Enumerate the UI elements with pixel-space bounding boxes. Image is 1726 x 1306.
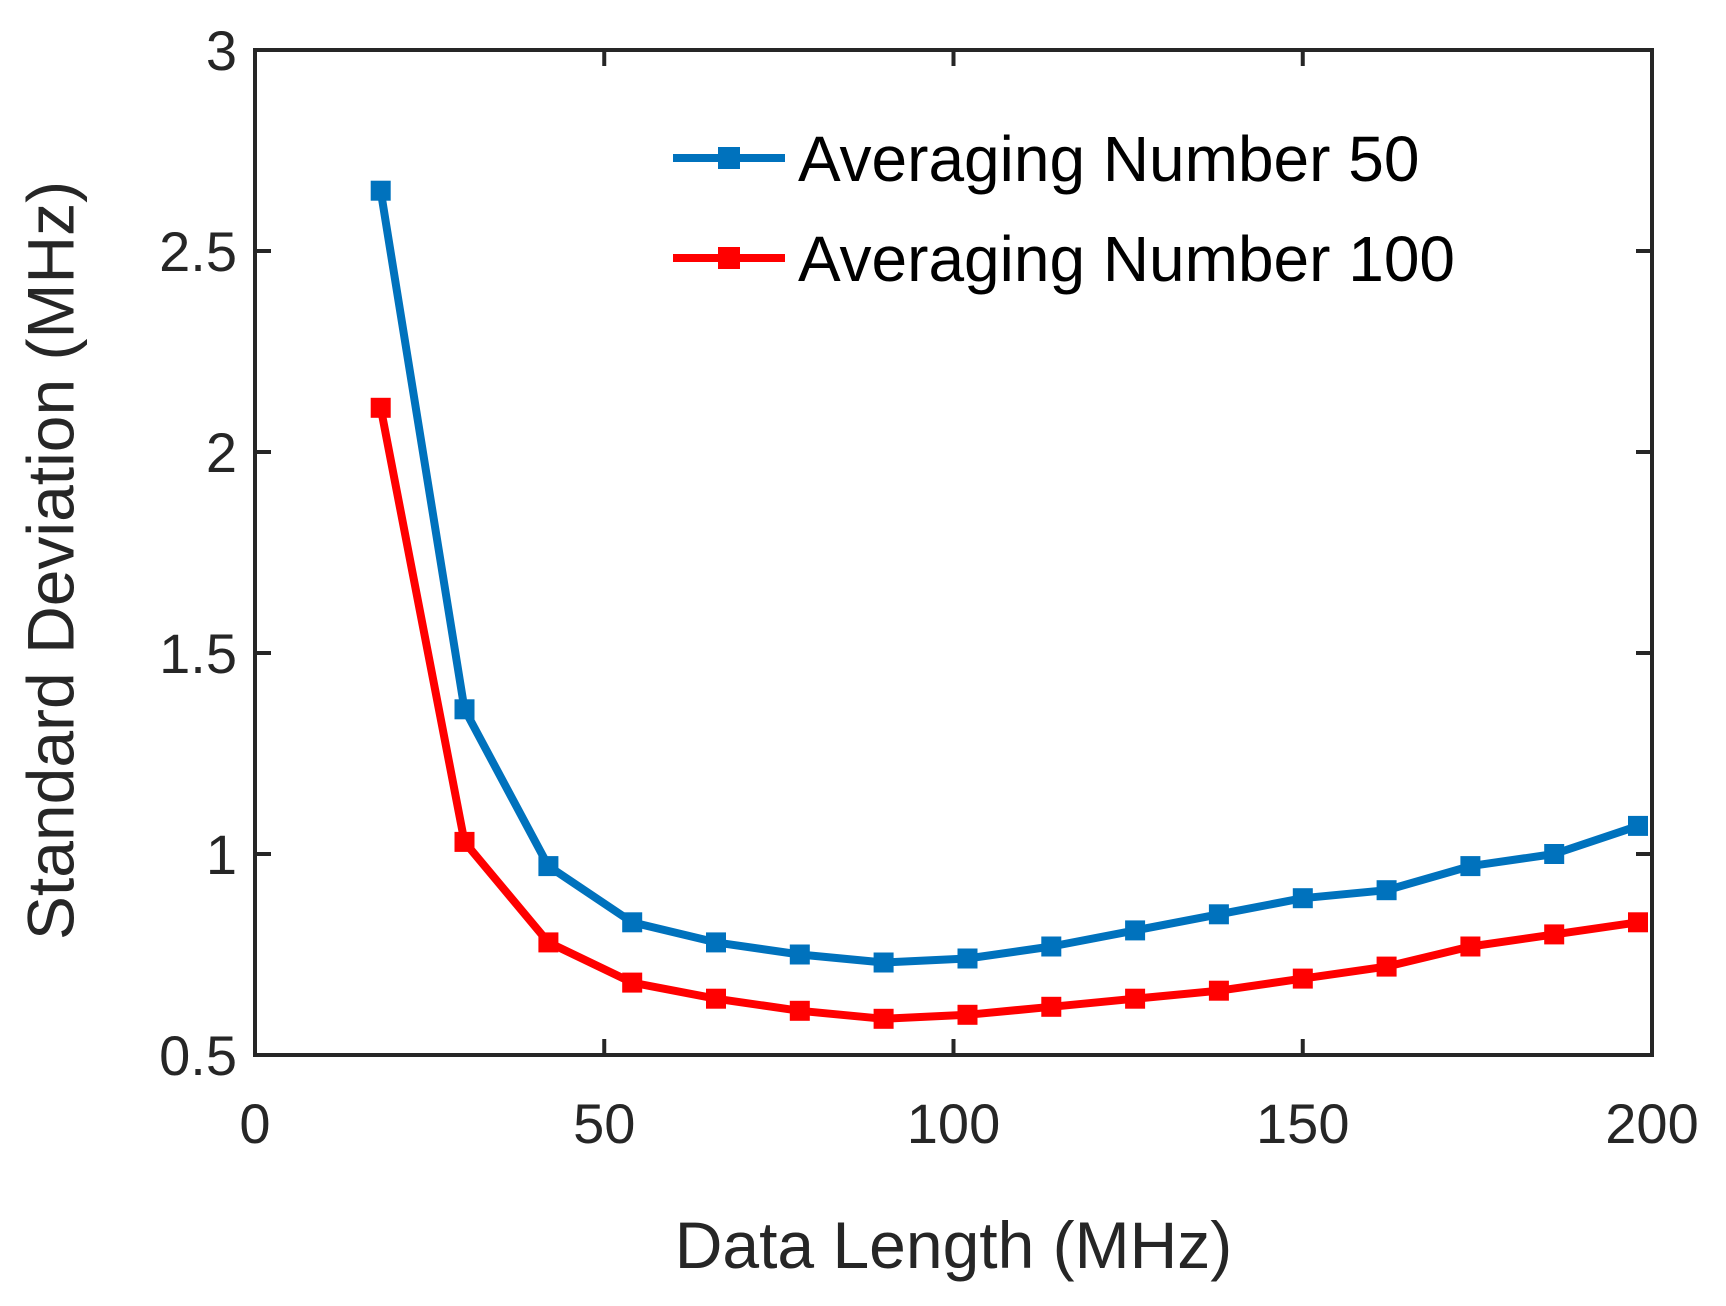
x-axis-title: Data Length (MHz) [675,1208,1233,1282]
x-tick-label: 200 [1605,1092,1698,1155]
plot-area [370,180,1648,1029]
series-1-point [1460,856,1481,877]
series-1-point [370,180,391,201]
y-tick-label: 0.5 [159,1024,237,1087]
series-2-point [1376,956,1397,977]
legend-marker-1 [718,147,740,169]
series-2-point [706,988,726,1009]
y-tick-label: 2 [206,421,237,484]
series-1-point [789,944,810,965]
series-2-point [1544,924,1565,945]
series-2-point [622,972,643,993]
legend: Averaging Number 50 Averaging Number 100 [673,123,1455,295]
series-2-point [789,1000,810,1021]
x-tick-label: 50 [573,1092,635,1155]
series-2-point [1292,968,1313,989]
series-2-point [1460,936,1481,957]
series-2-point [957,1004,978,1025]
series-1-point [538,856,559,877]
series-1-point [454,699,475,720]
series-2-point [1628,912,1648,933]
legend-label-1: Averaging Number 50 [798,123,1419,195]
y-tick-label: 1 [206,823,237,886]
axes: 0 50 100 150 200 0.5 1 1.5 2 2.5 3 [159,19,1699,1155]
series-2-point [1125,988,1146,1009]
series-1-point [873,952,894,973]
x-tick-label: 150 [1256,1092,1349,1155]
series-2-point [370,397,391,418]
series-1-point [1544,844,1565,864]
series-1-point [1125,920,1146,941]
series-line-1 [376,186,1642,967]
series-2-point [538,932,559,953]
series-1-point [622,912,643,933]
series-1-point [706,932,726,953]
series-1-point [1292,888,1313,909]
legend-label-2: Averaging Number 100 [798,223,1455,295]
series-2-point [873,1008,894,1029]
legend-marker-2 [718,247,740,269]
series-1-point [1208,904,1229,925]
y-tick-label: 1.5 [159,622,237,685]
series-line-2 [376,403,1642,1023]
y-tick-label: 3 [206,19,237,82]
series-2-point [1208,980,1229,1001]
series-1-point [1628,815,1648,836]
x-tick-label: 0 [239,1092,270,1155]
series-1-point [957,948,978,969]
series-2-point [454,831,475,852]
series-2-point [1041,996,1062,1017]
series-1-point [1376,880,1397,901]
y-axis-title: Standard Deviation (MHz) [13,181,87,940]
x-tick-label: 100 [907,1092,1000,1155]
y-tick-label: 2.5 [159,220,237,283]
series-1-point [1041,936,1062,957]
